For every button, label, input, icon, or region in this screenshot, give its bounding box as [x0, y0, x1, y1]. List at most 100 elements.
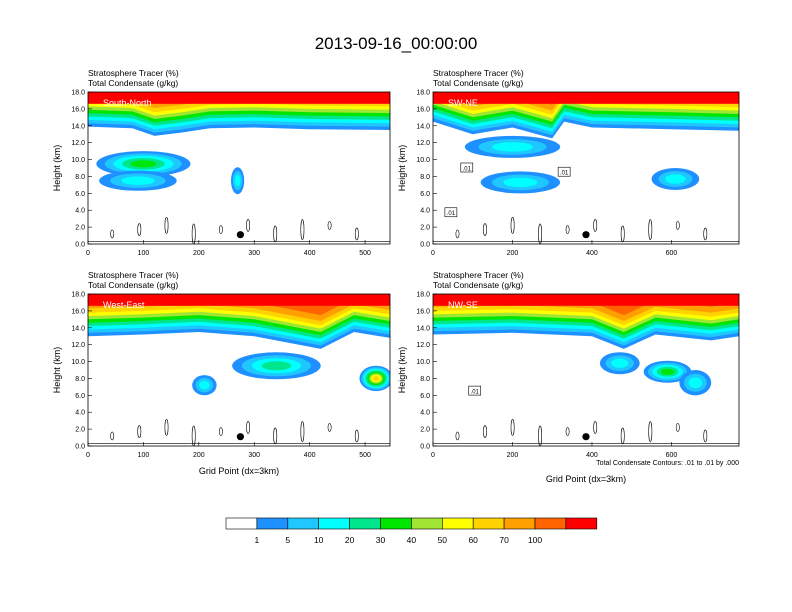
- plume-1-level-3: [665, 174, 686, 184]
- condensate-contour: [246, 219, 251, 232]
- condensate-contour: [273, 225, 278, 243]
- colorbar-label: 60: [468, 535, 478, 545]
- plume-1-level-3: [199, 380, 210, 390]
- plume-2-level-3: [688, 377, 703, 389]
- y-tick-label: 18.0: [416, 292, 430, 299]
- condensate-contour: [273, 427, 278, 445]
- field-label-tracer: Stratosphere Tracer (%): [88, 68, 179, 78]
- x-tick-label: 200: [193, 452, 205, 459]
- field-layer: .01: [433, 294, 739, 446]
- strat-top-band: [88, 92, 390, 104]
- field-label-tracer: Stratosphere Tracer (%): [88, 270, 179, 280]
- condensate-contour: [483, 425, 487, 438]
- plume-2-level-3: [234, 174, 241, 187]
- condensate-contour: [675, 221, 680, 230]
- colorbar-label: 5: [285, 535, 290, 545]
- y-tick-label: 16.0: [71, 106, 85, 113]
- colorbar-swatch: [534, 517, 567, 530]
- condensate-contour: [327, 221, 332, 230]
- condensate-contour: [164, 419, 169, 436]
- x-tick-label: 100: [138, 452, 150, 459]
- panel-south-north: South-North Stratosphere Tracer (%)Total …: [52, 68, 391, 257]
- condensate-contour: [300, 219, 305, 240]
- y-axis-label: Height (km): [52, 145, 62, 192]
- colorbar-swatch: [380, 517, 412, 530]
- condensate-contour: [218, 225, 223, 234]
- condensate-contour: [648, 421, 653, 442]
- plume-2-level-3: [492, 142, 533, 152]
- y-tick-label: 18.0: [416, 90, 430, 97]
- y-tick-label: 4.0: [420, 410, 430, 417]
- x-tick-label: 0: [86, 250, 90, 257]
- contour-label-box: [444, 207, 458, 218]
- chart-title: 2013-09-16_00:00:00: [315, 34, 478, 53]
- condensate-contour: [648, 219, 653, 240]
- plot-frame: [432, 91, 740, 245]
- y-tick-label: 10.0: [416, 157, 430, 164]
- condensate-contour: [455, 431, 460, 441]
- x-tick-label: 300: [248, 250, 260, 257]
- y-tick-label: 16.0: [71, 308, 85, 315]
- condensate-contour: [246, 421, 251, 434]
- strat-top-band: [88, 294, 390, 306]
- field-label-tracer: Stratosphere Tracer (%): [433, 68, 524, 78]
- contour-label-box: [468, 385, 482, 396]
- field-layer: [88, 92, 390, 244]
- y-tick-label: 10.0: [416, 359, 430, 366]
- condensate-contour: [137, 425, 142, 438]
- location-marker: [582, 231, 590, 239]
- y-tick-label: 12.0: [416, 140, 430, 147]
- location-marker: [582, 433, 590, 441]
- location-marker: [236, 433, 244, 441]
- x-tick-label: 200: [507, 452, 519, 459]
- colorbar-swatch: [287, 517, 319, 530]
- condensate-contour: [137, 223, 142, 236]
- y-axis-label: Height (km): [397, 145, 407, 192]
- plume-0-level-5: [130, 160, 157, 168]
- field-layer: [88, 294, 390, 446]
- contour-label: .01: [463, 166, 472, 172]
- colorbar: 1 5 10 20 30 40 50 60 70 100: [225, 517, 598, 545]
- condensate-contour: [703, 429, 708, 443]
- plume-2-level-8: [373, 376, 379, 381]
- condensate-contour: [620, 427, 625, 445]
- x-tick-label: 300: [248, 452, 260, 459]
- plume-0-level-3: [611, 358, 629, 368]
- panel-name: South-North: [103, 98, 152, 108]
- y-tick-label: 14.0: [416, 123, 430, 130]
- y-tick-label: 18.0: [71, 292, 85, 299]
- contour-label: .01: [560, 171, 569, 177]
- condensate-contour: [110, 431, 115, 441]
- colorbar-label: 100: [528, 535, 542, 545]
- y-tick-label: 2.0: [75, 225, 85, 232]
- field-label-condensate: Total Condensate (g/kg): [433, 78, 523, 88]
- colorbar-swatch: [256, 517, 289, 530]
- x-tick-label: 0: [431, 250, 435, 257]
- field-label-tracer: Stratosphere Tracer (%): [433, 270, 524, 280]
- condensate-contour: [565, 427, 570, 436]
- contour-label: .01: [447, 211, 456, 217]
- condensate-contour: [354, 227, 359, 241]
- condensate-contour: [675, 423, 680, 432]
- y-tick-label: 2.0: [420, 225, 430, 232]
- y-tick-label: 12.0: [416, 342, 430, 349]
- plot-frame: [87, 91, 391, 245]
- y-tick-label: 14.0: [416, 325, 430, 332]
- x-tick-label: 400: [304, 452, 316, 459]
- x-tick-label: 200: [193, 250, 205, 257]
- plot-frame: [87, 293, 391, 447]
- condensate-contour: [483, 223, 487, 236]
- condensate-contour: [300, 421, 305, 442]
- colorbar-label: 70: [499, 535, 509, 545]
- condensate-contour: [455, 229, 460, 239]
- condensate-contour: [593, 219, 598, 232]
- y-tick-label: 8.0: [75, 174, 85, 181]
- y-tick-label: 6.0: [75, 191, 85, 198]
- y-tick-label: 0.0: [420, 242, 430, 249]
- plume-0-level-4: [261, 361, 292, 371]
- y-tick-label: 12.0: [71, 140, 85, 147]
- y-tick-label: 4.0: [420, 208, 430, 215]
- panel-name: West-East: [103, 300, 145, 310]
